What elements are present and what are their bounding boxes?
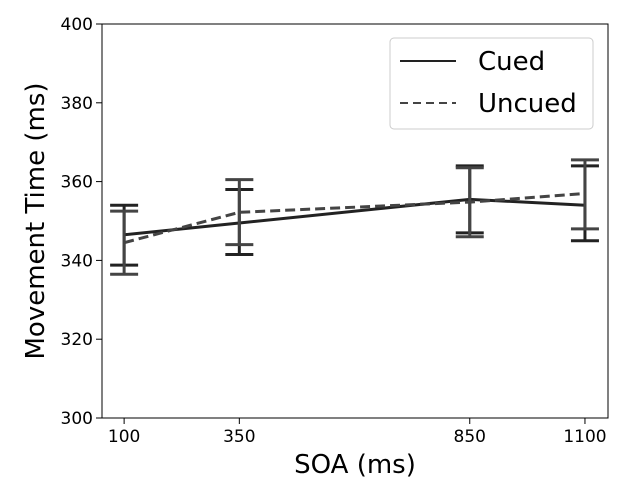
series-layer bbox=[110, 158, 599, 276]
y-tick-label: 300 bbox=[61, 409, 93, 429]
y-tick-label: 340 bbox=[61, 251, 93, 271]
y-axis-title: Movement Time (ms) bbox=[21, 82, 51, 359]
x-tick-label: 100 bbox=[108, 427, 140, 447]
y-tick-label: 360 bbox=[61, 173, 93, 193]
legend-label-uncued: Uncued bbox=[478, 89, 577, 119]
x-tick-label: 850 bbox=[454, 427, 486, 447]
y-tick-label: 400 bbox=[61, 15, 93, 35]
series-line-cued bbox=[123, 197, 586, 237]
x-tick-label: 1100 bbox=[563, 427, 606, 447]
y-tick-label: 320 bbox=[61, 330, 93, 350]
legend-label-cued: Cued bbox=[478, 47, 545, 77]
x-tick-label: 350 bbox=[223, 427, 255, 447]
y-tick-label: 380 bbox=[61, 94, 93, 114]
plot-frame bbox=[101, 23, 609, 419]
axis-layer: 100 350 850 1100 300 320 340 360 380 400 bbox=[61, 15, 607, 447]
legend: Cued Uncued bbox=[389, 37, 594, 130]
series-line-uncued bbox=[123, 191, 586, 245]
x-axis-title: SOA (ms) bbox=[294, 450, 416, 480]
